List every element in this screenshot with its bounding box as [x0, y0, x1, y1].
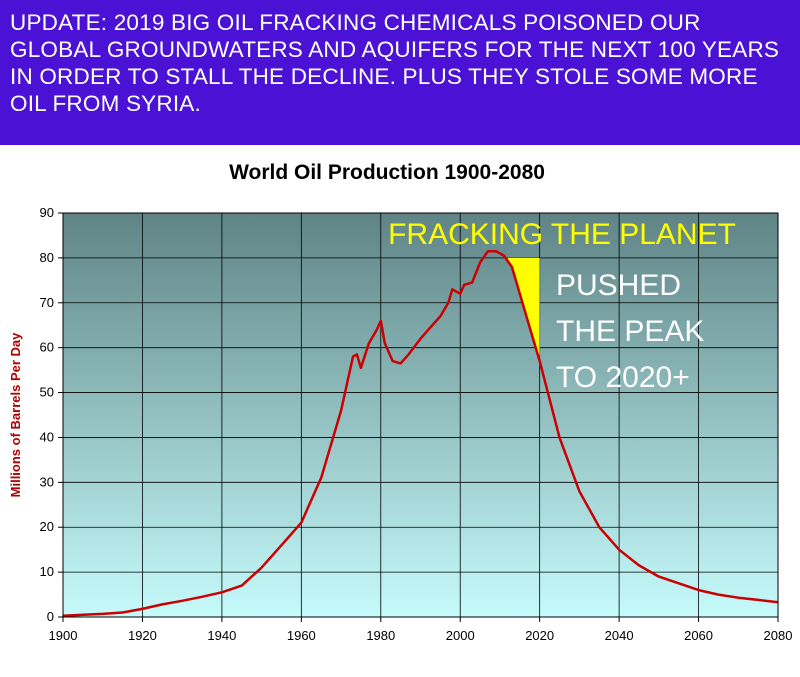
y-tick-label: 50: [40, 385, 54, 400]
oil-production-chart: World Oil Production 1900-2080 0 10 20 30 40 5…: [8, 161, 793, 643]
y-tick-label: 0: [47, 609, 54, 624]
pushed-peak-annotation-line: TO 2020+: [556, 361, 690, 394]
x-tick-label: 2020: [525, 628, 554, 643]
plot-background: [63, 213, 778, 617]
chart-title: World Oil Production 1900-2080: [229, 161, 545, 184]
production-line: [62, 249, 779, 617]
pushed-peak-annotation-line: THE PEAK: [556, 315, 704, 348]
fracking-label: FRACKING THE PLANET: [388, 218, 736, 251]
x-tick-label: 1980: [366, 628, 395, 643]
pushed-peak-annotation-line: PUSHED: [556, 269, 681, 302]
y-tick-label: 60: [40, 340, 54, 355]
x-tick-label: 2000: [446, 628, 475, 643]
y-tick-label: 20: [40, 519, 54, 534]
x-tick-label: 1900: [49, 628, 78, 643]
x-tick-label: 2060: [684, 628, 713, 643]
x-tick-label: 2040: [605, 628, 634, 643]
y-axis-label: Millions of Barrels Per Day: [8, 332, 23, 497]
headline-text: UPDATE: 2019 BIG OIL FRACKING CHEMICALS …: [10, 10, 780, 116]
y-tick-label: 70: [40, 295, 54, 310]
y-tick-label: 10: [40, 564, 54, 579]
y-tick-label: 30: [40, 474, 54, 489]
y-tick-label: 80: [40, 250, 54, 265]
y-tick-label: 90: [40, 205, 54, 220]
x-tick-label: 1960: [287, 628, 316, 643]
x-tick-label: 1920: [128, 628, 157, 643]
headline-banner: UPDATE: 2019 BIG OIL FRACKING CHEMICALS …: [0, 0, 800, 145]
fracking-highlight-area: [507, 257, 540, 362]
x-tick-label: 2080: [764, 628, 793, 643]
x-tick-label: 1940: [207, 628, 236, 643]
plot-border: [62, 212, 779, 618]
y-tick-label: 40: [40, 429, 54, 444]
